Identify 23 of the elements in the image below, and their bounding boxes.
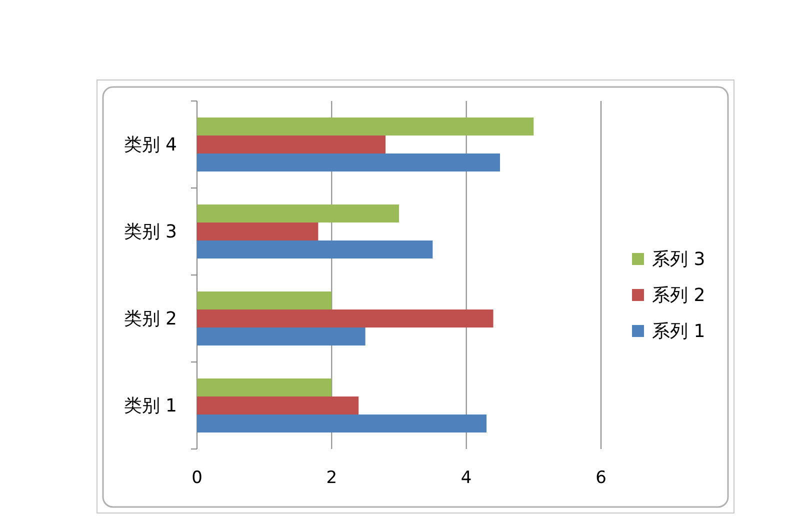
- legend-label: 系列 2: [652, 285, 706, 306]
- bar: [197, 292, 332, 310]
- bar: [197, 396, 359, 414]
- bar: [197, 136, 386, 154]
- x-tick-label: 2: [326, 468, 338, 488]
- bar: [197, 310, 494, 328]
- x-tick-label: 4: [460, 468, 472, 488]
- y-tick-label: 类别 3: [124, 222, 177, 242]
- legend-label: 系列 1: [652, 321, 706, 342]
- bar: [197, 414, 487, 432]
- bar: [197, 118, 534, 136]
- bar: [197, 204, 399, 222]
- y-tick-label: 类别 1: [124, 396, 177, 416]
- bar: [197, 240, 433, 258]
- legend-label: 系列 3: [652, 249, 706, 270]
- y-tick-label: 类别 2: [124, 308, 177, 330]
- y-tick-label: 类别 4: [124, 134, 177, 156]
- x-tick-label: 6: [596, 468, 606, 488]
- bar: [197, 154, 500, 172]
- bar: [197, 378, 332, 396]
- bar: [197, 328, 366, 346]
- x-tick-label: 0: [192, 468, 202, 488]
- bar: [197, 222, 318, 240]
